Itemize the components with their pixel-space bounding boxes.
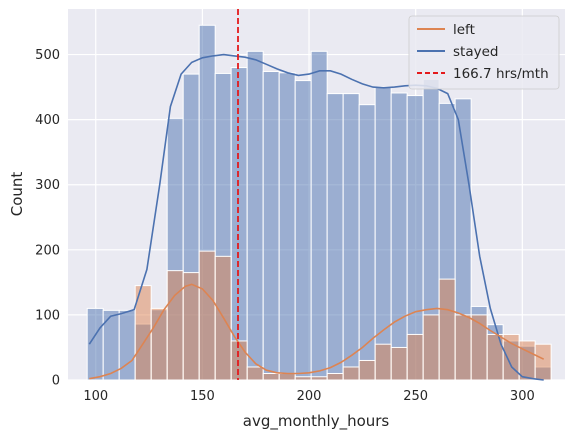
bar-stayed bbox=[310, 50, 328, 381]
bar-left bbox=[454, 314, 472, 381]
x-axis-ticks: 100 150 200 250 300 bbox=[83, 389, 534, 404]
bars-left bbox=[134, 250, 552, 381]
bar-left bbox=[198, 250, 216, 381]
bar-left bbox=[438, 278, 456, 381]
legend-label: stayed bbox=[453, 44, 498, 60]
bar-left bbox=[534, 343, 552, 381]
bar-stayed bbox=[118, 309, 136, 381]
bar-stayed bbox=[246, 50, 264, 381]
kde-curves bbox=[88, 53, 545, 381]
kde-left bbox=[89, 283, 545, 380]
bar-left bbox=[262, 372, 280, 381]
bar-left bbox=[406, 333, 424, 381]
bar-stayed bbox=[262, 70, 280, 381]
bar-left bbox=[246, 366, 264, 381]
legend-box bbox=[408, 15, 560, 90]
y-tick-label: 400 bbox=[35, 113, 60, 128]
y-axis-ticks: 0 100 200 300 400 500 bbox=[35, 48, 60, 388]
legend: left stayed 166.7 hrs/mth bbox=[408, 15, 560, 90]
bar-left bbox=[518, 340, 536, 381]
kde-stayed bbox=[88, 53, 544, 381]
bar-stayed bbox=[326, 93, 344, 381]
x-tick-label: 200 bbox=[297, 389, 322, 404]
x-tick-label: 250 bbox=[403, 389, 428, 404]
x-axis-label: avg_monthly_hours bbox=[243, 412, 390, 431]
bar-left bbox=[166, 270, 184, 381]
bar-left bbox=[358, 359, 376, 381]
bar-stayed bbox=[390, 92, 408, 381]
x-tick-label: 150 bbox=[190, 389, 215, 404]
x-tick-label: 100 bbox=[83, 389, 108, 404]
bar-left bbox=[342, 366, 360, 381]
bar-left bbox=[326, 372, 344, 381]
bar-left bbox=[374, 343, 392, 381]
bar-stayed bbox=[294, 80, 312, 381]
x-tick-label: 300 bbox=[510, 389, 535, 404]
legend-label: 166.7 hrs/mth bbox=[453, 66, 549, 82]
bar-left bbox=[310, 376, 328, 381]
y-tick-label: 0 bbox=[52, 374, 60, 389]
bar-stayed bbox=[278, 72, 296, 381]
bar-stayed bbox=[230, 67, 248, 381]
bar-left bbox=[278, 372, 296, 381]
bar-left bbox=[390, 346, 408, 381]
y-tick-label: 100 bbox=[35, 308, 60, 323]
bar-stayed bbox=[342, 93, 360, 381]
y-tick-label: 500 bbox=[35, 48, 60, 63]
bar-left bbox=[182, 272, 200, 381]
y-axis-label: Count bbox=[8, 172, 26, 217]
bar-left bbox=[502, 333, 520, 381]
y-tick-label: 200 bbox=[35, 243, 60, 258]
bar-left bbox=[294, 376, 312, 381]
bar-left bbox=[422, 314, 440, 381]
legend-label: left bbox=[453, 22, 475, 38]
bar-stayed bbox=[374, 86, 392, 381]
y-tick-label: 300 bbox=[35, 178, 60, 193]
bar-left bbox=[470, 314, 488, 381]
bar-left bbox=[230, 340, 248, 381]
